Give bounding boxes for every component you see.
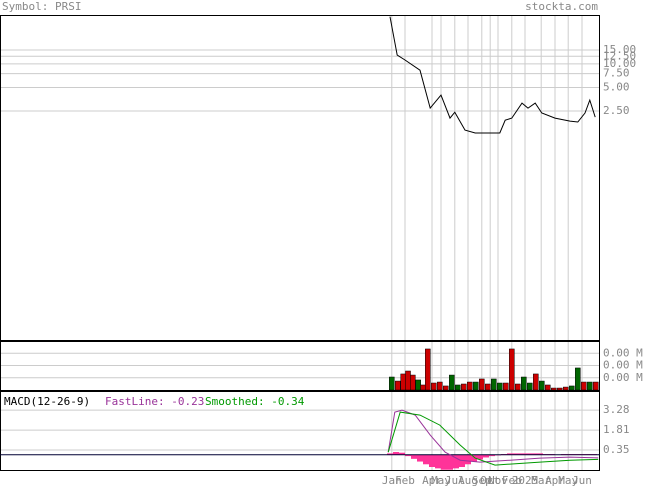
x-tick-label: Feb — [502, 474, 522, 486]
y-tick-label: 10.00 — [603, 57, 636, 70]
legend-entry: Smoothed: -0.34 — [205, 395, 305, 408]
x-tick-label: Aug — [458, 474, 478, 486]
histogram-bar — [489, 454, 495, 457]
histogram-bar — [525, 453, 531, 455]
volume-bar — [581, 381, 587, 391]
histogram-bar — [399, 452, 405, 455]
x-tick-label: Jan — [382, 474, 402, 486]
macd-title: MACD(12-26-9) — [4, 395, 90, 408]
volume-bar — [415, 379, 421, 391]
histogram-bar — [429, 454, 435, 468]
volume-bar — [593, 381, 599, 391]
price-line — [389, 16, 596, 134]
x-tick-label: Nov — [488, 474, 508, 486]
x-tick-label: Jun — [572, 474, 592, 486]
histogram-bar — [477, 454, 483, 460]
y-tick-label: 0.35 — [603, 443, 630, 456]
histogram-bar — [531, 453, 537, 455]
volume-bar — [509, 348, 515, 391]
legend-entry: FastLine: -0.23 — [105, 395, 204, 408]
y-tick-label: 3.28 — [603, 403, 630, 416]
histogram-bar — [393, 452, 399, 455]
volume-bar — [455, 384, 461, 391]
volume-bar — [521, 376, 527, 391]
histogram-bar — [447, 454, 453, 470]
volume-bar — [473, 381, 479, 391]
y-tick-label: 2.50 — [603, 104, 630, 117]
histogram-bar — [537, 453, 543, 455]
source: stockta.com — [525, 0, 598, 13]
x-tick-label: Apr — [422, 474, 442, 486]
volume-bar — [461, 383, 467, 391]
panel-frame — [0, 15, 600, 341]
histogram-bar — [417, 454, 423, 462]
macd-line — [387, 411, 599, 466]
volume-bar — [479, 378, 485, 391]
macd-line — [387, 409, 599, 463]
volume-bar — [491, 378, 497, 391]
volume-bar — [539, 380, 545, 391]
y-tick-label: 15.00 — [603, 43, 636, 56]
volume-bar — [485, 383, 491, 391]
volume-bar — [575, 367, 581, 391]
x-tick-label: Sep — [472, 474, 492, 486]
y-tick-label: 0.00 M — [603, 346, 643, 359]
volume-bar — [467, 381, 473, 391]
histogram-bar — [387, 453, 393, 455]
x-tick-label: 2025 — [512, 474, 539, 486]
volume-bar — [420, 384, 426, 391]
volume-bar — [443, 385, 449, 391]
volume-bar — [449, 374, 455, 391]
volume-bar — [395, 380, 401, 391]
y-tick-label: 1.81 — [603, 423, 630, 436]
panel-frame — [0, 341, 600, 391]
volume-bar — [425, 348, 431, 391]
volume-bar — [545, 384, 551, 391]
volume-bar — [400, 373, 406, 391]
histogram-bar — [507, 453, 513, 455]
volume-bar — [431, 382, 437, 391]
volume-bar — [410, 374, 416, 391]
histogram-bar — [453, 454, 459, 469]
volume-bar — [437, 381, 443, 391]
histogram-bar — [435, 454, 441, 469]
x-tick-label: May — [558, 474, 578, 486]
histogram-bar — [441, 454, 447, 470]
volume-bar — [503, 382, 509, 391]
histogram-bar — [513, 453, 519, 455]
x-tick-label: Feb — [395, 474, 415, 486]
volume-bar — [389, 376, 395, 391]
y-tick-label: 0.00 M — [603, 371, 643, 384]
histogram-bar — [465, 454, 471, 465]
panel-frame — [0, 391, 600, 471]
histogram-bar — [471, 454, 477, 462]
x-tick-label: Jul — [445, 474, 465, 486]
histogram-bar — [405, 454, 411, 457]
volume-bar — [569, 385, 575, 391]
volume-bar — [551, 387, 557, 391]
histogram-bar — [519, 453, 525, 455]
volume-bar — [405, 370, 411, 391]
volume-bar — [527, 382, 533, 391]
histogram-bar — [483, 454, 489, 458]
y-tick-label: 0.00 M — [603, 359, 643, 372]
x-tick-label: Mar — [531, 474, 551, 486]
y-tick-label: 5.00 — [603, 80, 630, 93]
volume-bar — [587, 381, 593, 391]
symbol-title: Symbol: PRSI — [2, 0, 81, 13]
y-tick-label: 12.50 — [603, 49, 636, 62]
volume-bar — [557, 387, 563, 391]
x-tick-label: Apr — [545, 474, 565, 486]
volume-bar — [533, 373, 539, 391]
volume-bar — [563, 386, 569, 391]
volume-bar — [515, 383, 521, 391]
histogram-bar — [411, 454, 417, 459]
x-tick-label: Oct — [480, 474, 500, 486]
volume-bar — [497, 382, 503, 391]
histogram-bar — [423, 454, 429, 465]
x-tick-label: May — [431, 474, 451, 486]
y-tick-label: 7.50 — [603, 67, 630, 80]
